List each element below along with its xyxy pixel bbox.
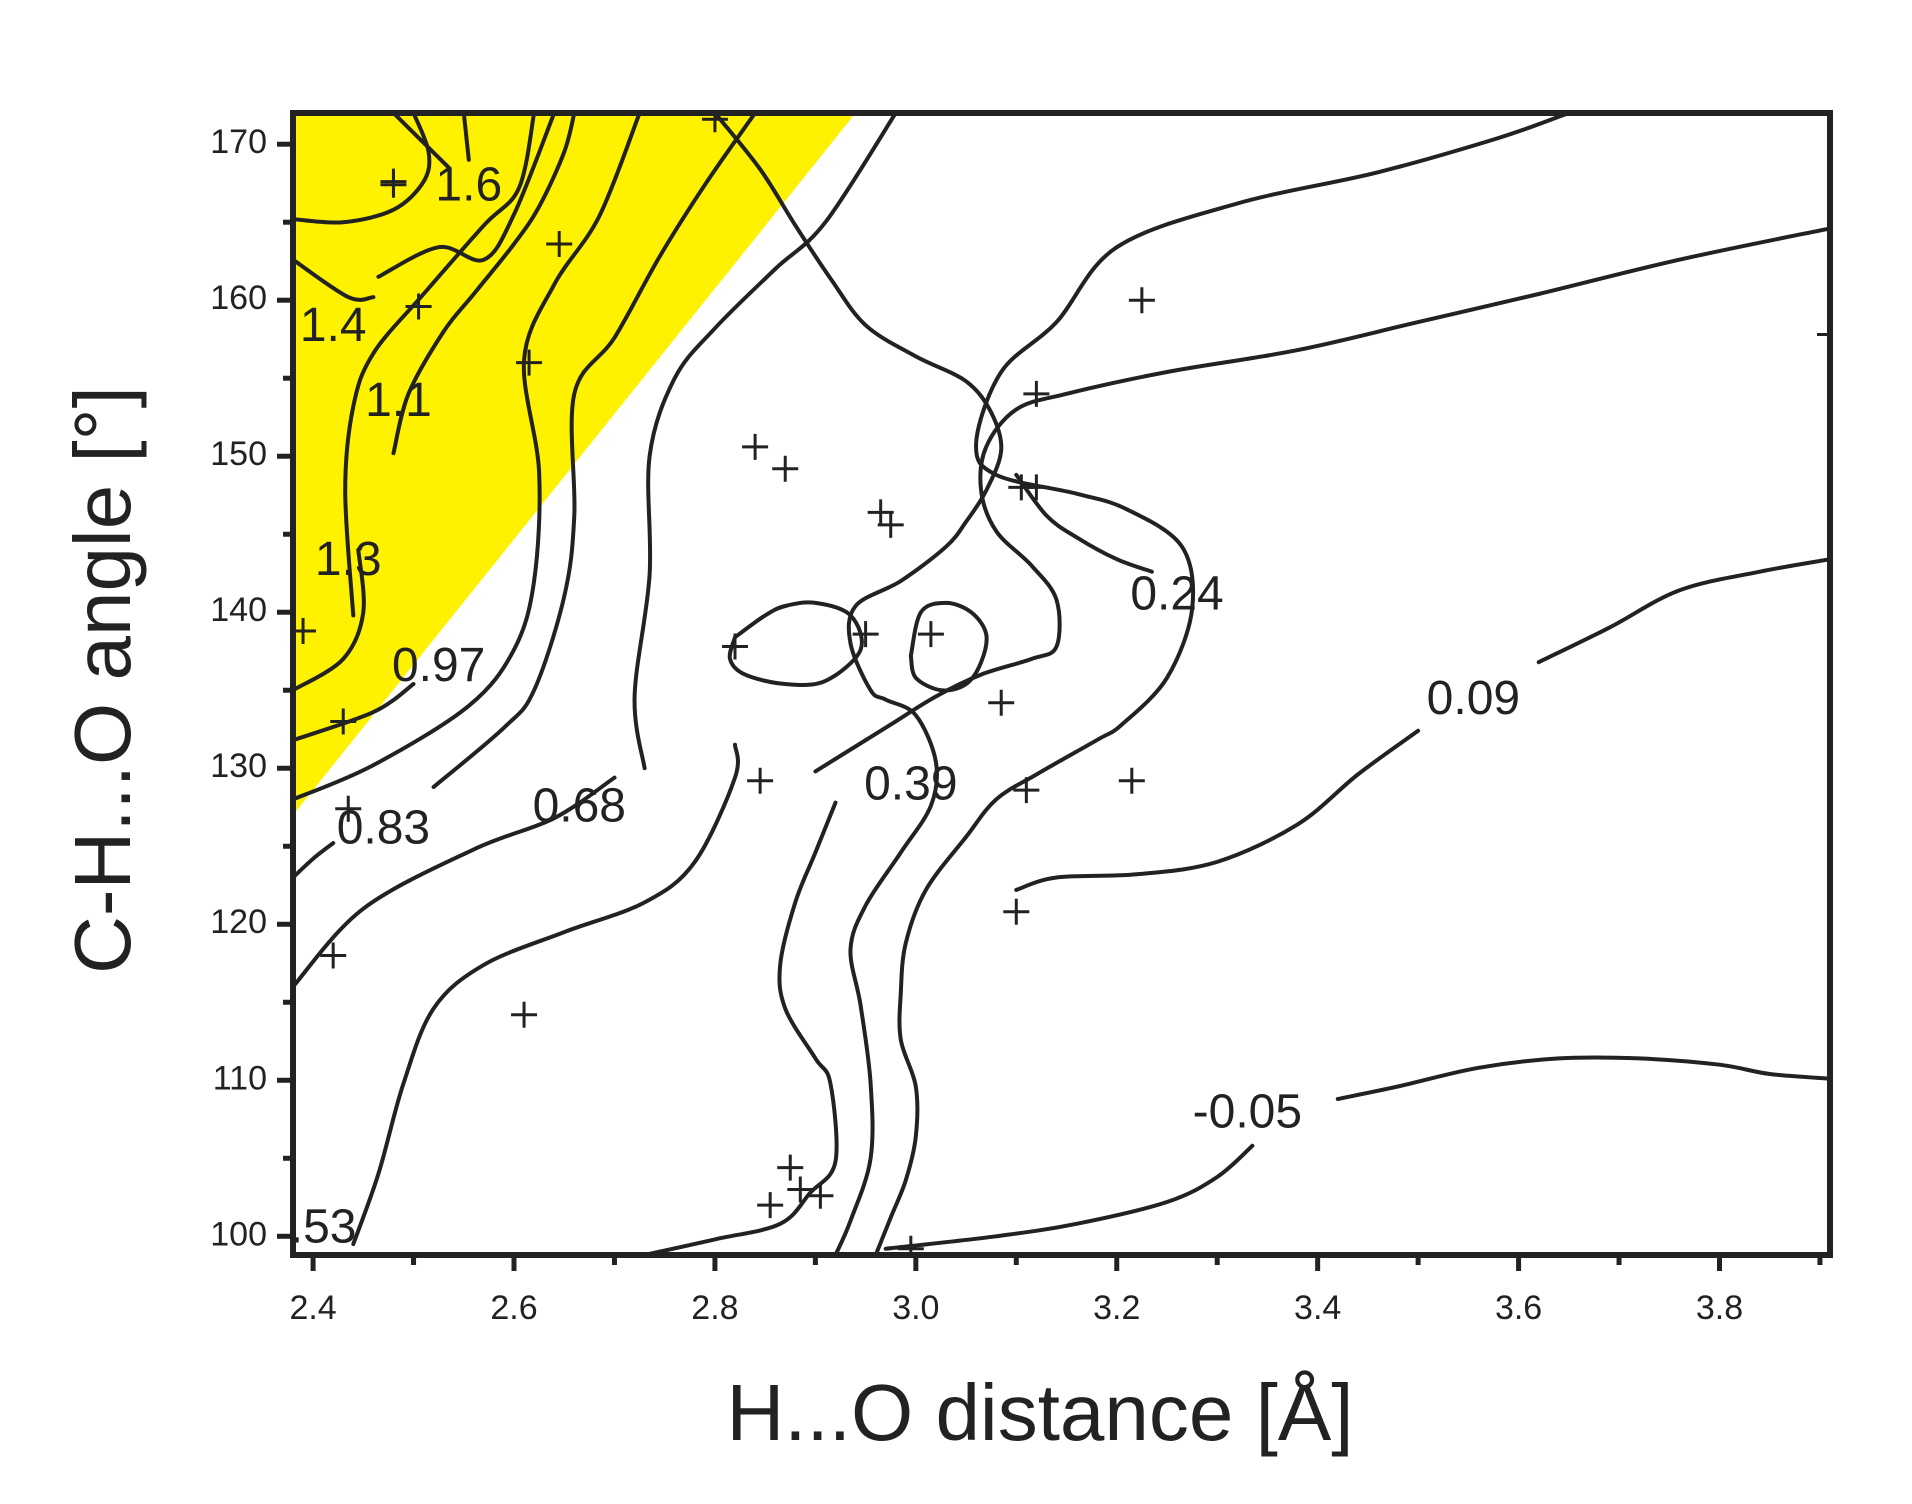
- contour-label: 0.97: [392, 639, 485, 692]
- data-marker: [1023, 474, 1050, 501]
- contour-label: 0.68: [533, 779, 626, 832]
- contour-line-2: [461, 113, 471, 162]
- data-marker: [742, 433, 769, 460]
- data-marker: [1128, 287, 1155, 314]
- x-tick-label: 3.6: [1495, 1289, 1542, 1327]
- y-tick-label: 110: [213, 1059, 267, 1097]
- contour-line-16: [873, 113, 1571, 1255]
- x-tick-label: 2.6: [490, 1289, 537, 1327]
- y-axis: 100 110 120 130 140 150 160 170: [210, 123, 293, 1253]
- contour-lines: [293, 113, 1830, 1255]
- y-tick-label: 160: [210, 279, 267, 317]
- y-tick-label: 130: [210, 747, 267, 785]
- y-tick-label: 120: [210, 903, 267, 941]
- contour-line-7: [293, 682, 416, 743]
- data-marker: [1118, 767, 1145, 794]
- x-tick-label: 2.4: [289, 1289, 336, 1327]
- data-marker: [380, 171, 407, 198]
- x-axis-title: H...O distance [Å]: [727, 1368, 1354, 1457]
- contour-line-8: [391, 113, 577, 456]
- contour-line-19: [1014, 472, 1154, 574]
- y-tick-label: 150: [210, 435, 267, 473]
- contour-label: 1.3: [315, 533, 382, 586]
- data-marker: [1817, 321, 1830, 348]
- data-marker: [877, 511, 904, 538]
- contour-label: 0.09: [1427, 672, 1520, 725]
- plot-frame: [290, 110, 1833, 1258]
- contour-line-11: [293, 841, 336, 880]
- contour-labels: 1.6 1.4 1.1 1.30.97 0.83 0.68 0.39 0.24 0.09 -0.0…: [290, 159, 1520, 1254]
- data-marker: [516, 349, 543, 376]
- contour-line-20: [1014, 728, 1421, 892]
- y-tick-label: 140: [210, 591, 267, 629]
- contour-line-10: [293, 775, 617, 989]
- data-marker: [335, 795, 362, 822]
- contour-line-1: [391, 113, 451, 170]
- data-marker: [988, 689, 1015, 716]
- x-tick-label: 3.2: [1093, 1289, 1140, 1327]
- contour-label: 1.6: [435, 159, 502, 212]
- contour-label: 1.4: [300, 299, 367, 352]
- contour-line-13: [632, 113, 898, 771]
- contour-label: 0.24: [1130, 567, 1223, 620]
- data-marker: [405, 293, 432, 320]
- x-tick-label: 3.4: [1294, 1289, 1341, 1327]
- contour-line-9: [293, 113, 642, 802]
- contour-line-24: [727, 600, 864, 687]
- data-marker: [787, 1176, 814, 1203]
- contour-line-12: [431, 113, 758, 789]
- contour-line-22: [883, 1143, 1255, 1251]
- x-tick-label: 3.8: [1696, 1289, 1743, 1327]
- x-axis: 2.4 2.6 2.8 3.0 3.2 3.4 3.6 3.8: [289, 1255, 1823, 1327]
- data-markers: [293, 113, 1830, 1255]
- y-axis-title: C-H...O angle [°]: [58, 386, 147, 974]
- contour-line-4: [293, 257, 376, 302]
- data-marker: [897, 1235, 924, 1255]
- contour-line-25: [908, 600, 989, 693]
- data-marker: [1003, 898, 1030, 925]
- data-marker: [320, 942, 347, 969]
- y-tick-label: 170: [210, 123, 267, 161]
- contour-label: .53: [290, 1201, 357, 1254]
- data-marker: [917, 621, 944, 648]
- contour-label: -0.05: [1193, 1085, 1302, 1138]
- data-marker: [722, 633, 749, 660]
- data-marker: [511, 1001, 538, 1028]
- data-marker: [747, 767, 774, 794]
- contour-line-21: [1536, 557, 1830, 665]
- data-marker: [1013, 777, 1040, 804]
- x-tick-label: 2.8: [691, 1289, 738, 1327]
- x-tick-label: 3.0: [892, 1289, 939, 1327]
- data-marker: [330, 708, 357, 735]
- contour-line-5: [343, 113, 537, 618]
- data-marker: [701, 113, 728, 133]
- data-marker: [546, 231, 573, 258]
- data-marker: [777, 1154, 804, 1181]
- contour-line-23: [1335, 1055, 1830, 1101]
- contour-label: 0.39: [864, 758, 957, 811]
- contour-label: 1.1: [365, 374, 432, 427]
- contour-line-14: [351, 742, 740, 1247]
- contour-line-6: [293, 547, 366, 693]
- contour-line-18: [813, 226, 1830, 774]
- y-tick-label: 100: [210, 1215, 267, 1253]
- data-marker: [772, 455, 799, 482]
- contour-line-3: [376, 113, 557, 279]
- data-marker: [807, 1182, 834, 1209]
- data-marker: [757, 1192, 784, 1219]
- data-marker: [1023, 380, 1050, 407]
- contour-label: 0.83: [337, 801, 430, 854]
- data-marker: [852, 621, 879, 648]
- contour-line-17: [712, 113, 1004, 1255]
- contour-line-15: [642, 800, 839, 1255]
